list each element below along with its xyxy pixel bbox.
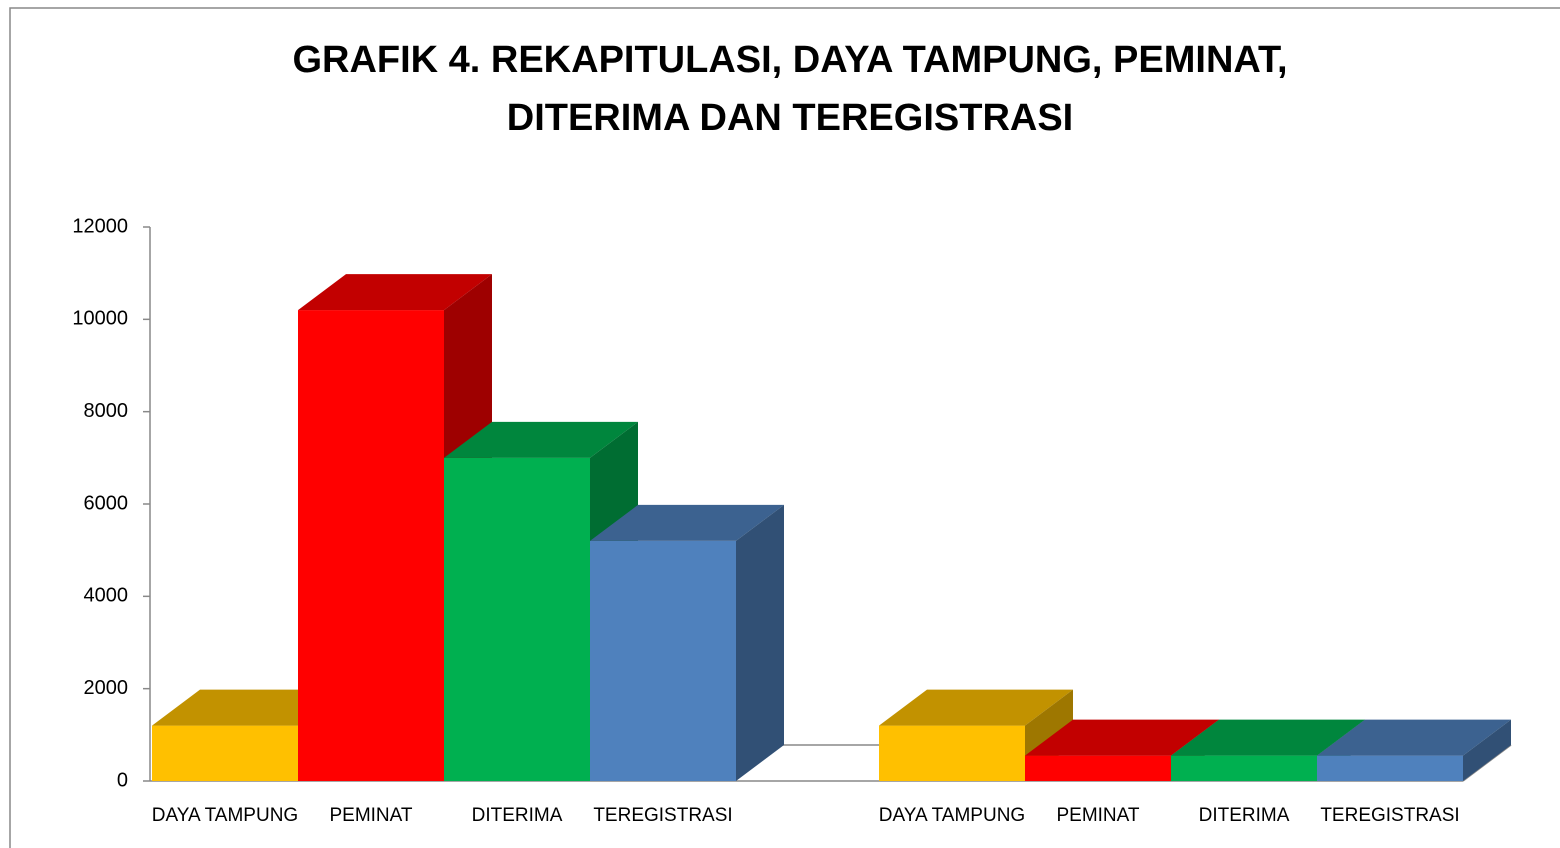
chart-title: DITERIMA DAN TEREGISTRASI [507,97,1074,139]
bar-front [152,725,298,781]
bar-top [1171,719,1365,756]
bar-front [1317,755,1463,781]
bar-top [879,689,1073,726]
bar-front [1025,755,1171,781]
x-tick-label: DAYA TAMPUNG [879,805,1025,826]
x-tick-label: TEREGISTRASI [593,805,732,826]
x-tick-label: PEMINAT [329,805,412,826]
bar-top [298,274,492,311]
y-tick-label: 0 [117,769,128,791]
y-tick-label: 4000 [84,585,129,607]
x-tick-label: TEREGISTRASI [1320,805,1459,826]
bar-front [1171,755,1317,781]
bar-side [1463,719,1511,781]
bar-front [879,725,1025,781]
x-tick-label: PEMINAT [1056,805,1139,826]
bar-front [590,540,736,781]
bar-front [444,457,590,781]
bar-top [1317,719,1511,756]
bar-top [1025,719,1219,756]
bar-front [298,310,444,781]
bar-top [444,421,638,458]
bar-side [736,504,784,781]
x-tick-label: DAYA TAMPUNG [152,805,298,826]
y-tick-label: 10000 [72,308,128,330]
x-tick-label: DITERIMA [1199,805,1290,826]
y-tick-label: 6000 [84,492,129,514]
x-tick-label: DITERIMA [472,805,563,826]
y-tick-label: 12000 [72,215,128,237]
y-tick-label: 8000 [84,400,129,422]
y-tick-label: 2000 [84,677,129,699]
chart-frame [9,7,1560,848]
chart-title: GRAFIK 4. REKAPITULASI, DAYA TAMPUNG, PE… [292,39,1287,81]
bar-top [590,504,784,541]
bar-top [152,689,346,726]
